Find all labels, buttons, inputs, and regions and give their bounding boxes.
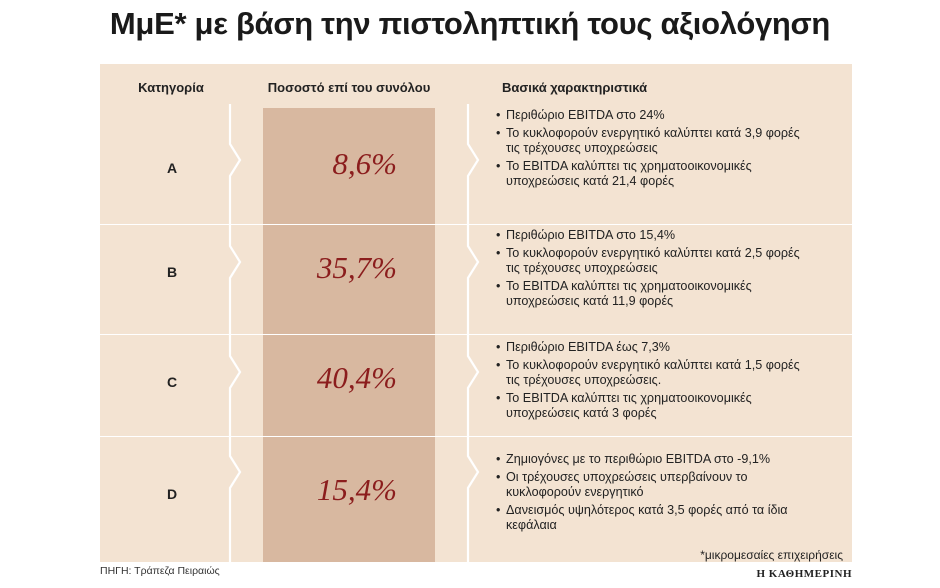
percentage-column-band [263,108,435,562]
percent-value: 8,6% [332,146,397,181]
column-dividers [228,104,480,562]
header-percentage: Ποσοστό επί του συνόλου [267,80,431,95]
percent-value: 15,4% [316,472,397,507]
feature-item: Ζημιογόνες με το περιθώριο EBITDA στο -9… [496,452,816,467]
feature-item: Το EBITDA καλύπτει τις χρηματοοικονομικέ… [496,279,816,309]
feature-item: Το EBITDA καλύπτει τις χρηματοοικονομικέ… [496,391,816,421]
feature-item: Το EBITDA καλύπτει τις χρηματοοικονομικέ… [496,159,816,189]
source-note: ΠΗΓΗ: Τράπεζα Πειραιώς [100,565,220,577]
footnote: *μικρομεσαίες επιχειρήσεις [700,548,843,562]
feature-item: Περιθώριο EBITDA έως 7,3% [496,340,816,355]
category-label: D [166,486,178,502]
page-title: ΜμΕ* με βάση την πιστοληπτική τους αξιολ… [109,6,831,41]
feature-item: Το κυκλοφορούν ενεργητικό καλύπτει κατά … [496,126,816,156]
features-list: Ζημιογόνες με το περιθώριο EBITDA στο -9… [496,452,816,536]
feature-item: Περιθώριο EBITDA στο 24% [496,108,816,123]
percent-value: 35,7% [316,250,397,285]
row-divider [100,224,852,225]
features-list: Περιθώριο EBITDA στο 24% Το κυκλοφορούν … [496,108,816,192]
feature-item: Το κυκλοφορούν ενεργητικό καλύπτει κατά … [496,358,816,388]
zigzag-divider-right [466,104,480,562]
feature-item: Δανεισμός υψηλότερος κατά 3,5 φορές από … [496,503,816,533]
features-list: Περιθώριο EBITDA έως 7,3% Το κυκλοφορούν… [496,340,816,424]
category-label: C [166,374,178,390]
header-category: Κατηγορία [138,80,204,95]
feature-item: Οι τρέχουσες υποχρεώσεις υπερβαίνουν το … [496,470,816,500]
publisher-logo: Η ΚΑΘΗΜΕΡΙΝΗ [756,568,852,580]
zigzag-divider-left [228,104,242,562]
row-divider [100,436,852,437]
feature-item: Το κυκλοφορούν ενεργητικό καλύπτει κατά … [496,246,816,276]
category-label: A [166,160,178,176]
category-label: B [166,264,178,280]
feature-item: Περιθώριο EBITDA στο 15,4% [496,228,816,243]
row-divider [100,334,852,335]
header-features: Βασικά χαρακτηριστικά [502,80,648,95]
table-panel: Κατηγορία Ποσοστό επί του συνόλου Βασικά… [100,64,852,562]
features-list: Περιθώριο EBITDA στο 15,4% Το κυκλοφορού… [496,228,816,312]
percent-value: 40,4% [316,360,397,395]
